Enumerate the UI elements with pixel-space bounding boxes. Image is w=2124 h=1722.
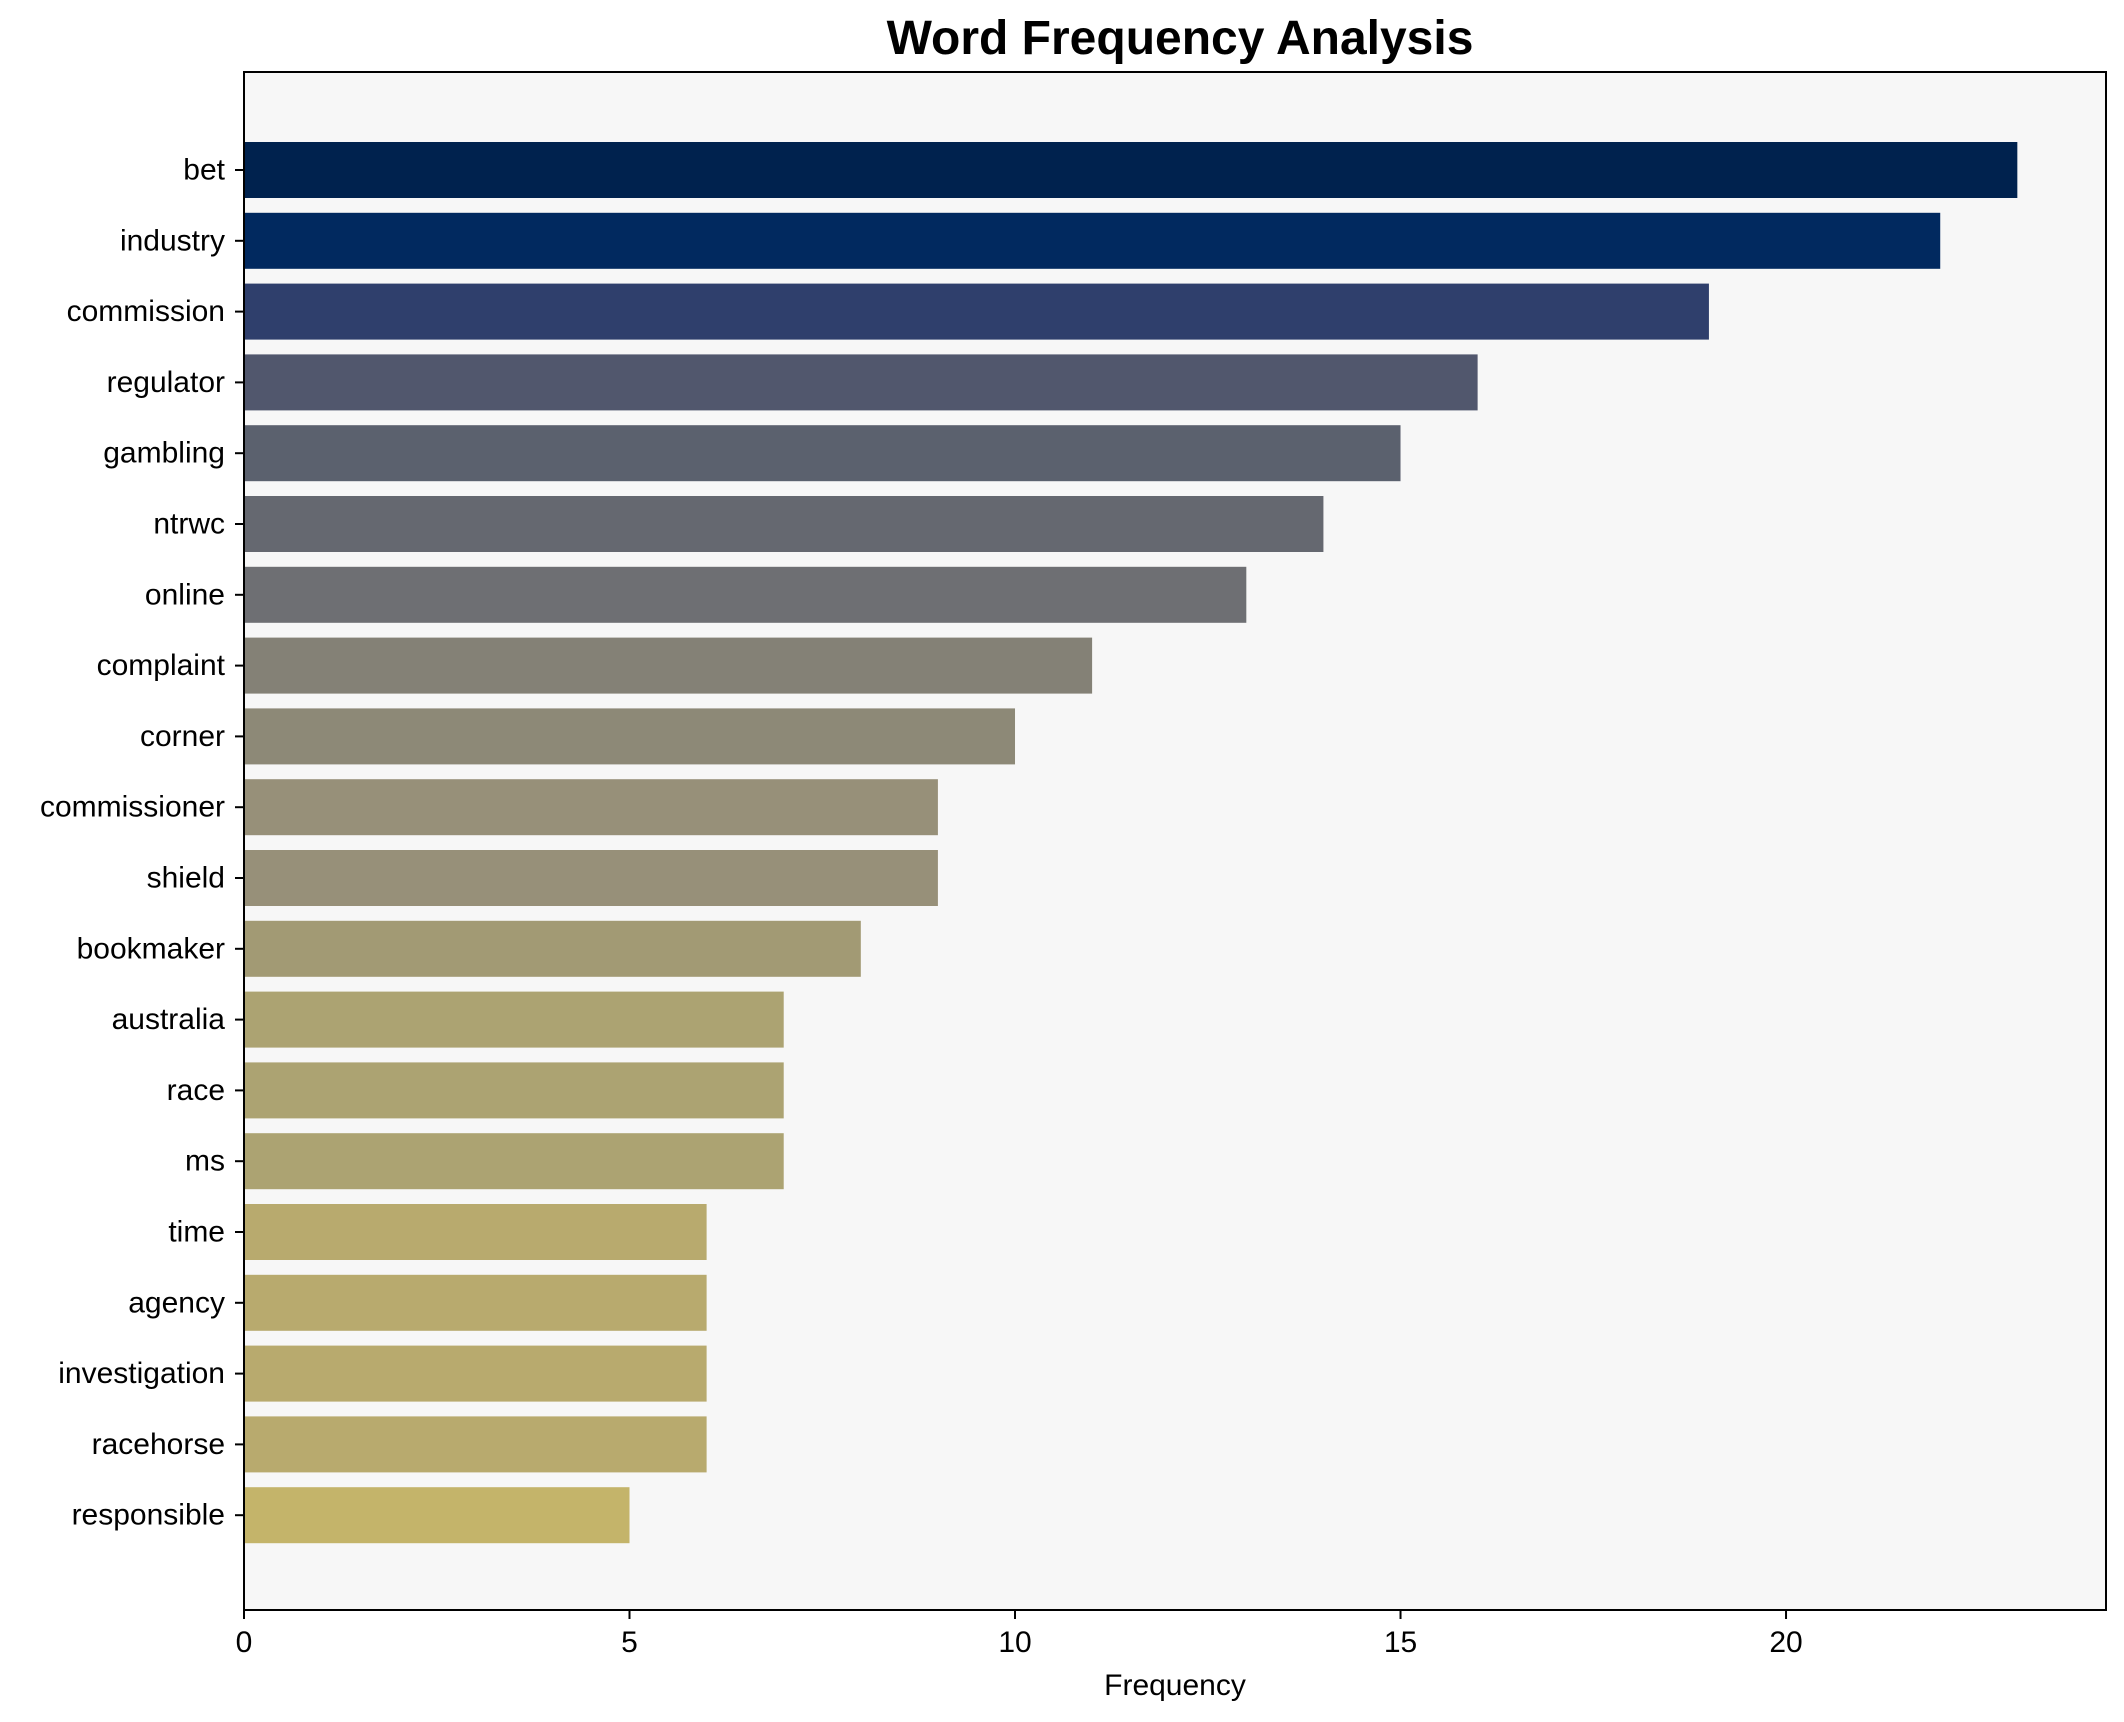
chart-title: Word Frequency Analysis [887, 12, 1474, 65]
y-tick-label: commission [67, 295, 225, 328]
bar-regulator [244, 354, 1478, 411]
bar-commissioner [244, 779, 938, 836]
bar-bookmaker [244, 920, 861, 977]
bar-ntrwc [244, 496, 1324, 552]
y-tick-label: bookmaker [77, 932, 225, 965]
bar-bet [244, 142, 2018, 198]
bars-group [244, 142, 2018, 1544]
x-axis-ticks: 0 5 10 15 20 [236, 1610, 1803, 1659]
bar-commission [244, 283, 1709, 340]
y-tick-label: corner [140, 720, 225, 753]
y-tick-label: australia [112, 1003, 226, 1036]
bar-shield [244, 850, 938, 906]
y-tick-label: commissioner [40, 791, 225, 824]
y-tick-label: time [168, 1216, 225, 1249]
y-tick-label: complaint [97, 649, 226, 682]
y-tick-label: race [167, 1074, 225, 1107]
plot-frame [243, 71, 2107, 1611]
y-tick-label: gambling [103, 437, 225, 470]
bar-ms [244, 1133, 784, 1190]
bar-online [244, 566, 1247, 623]
y-tick-label: ntrwc [153, 508, 225, 541]
x-tick-label: 5 [621, 1626, 638, 1659]
bar-corner [244, 708, 1016, 765]
bar-responsible [244, 1487, 630, 1544]
bar-investigation [244, 1345, 707, 1402]
bar-time [244, 1204, 707, 1260]
y-tick-label: investigation [58, 1357, 225, 1390]
y-tick-label: online [145, 578, 225, 611]
bar-racehorse [244, 1416, 707, 1473]
y-tick-label: racehorse [92, 1428, 225, 1461]
bar-complaint [244, 637, 1093, 694]
y-tick-label: agency [128, 1286, 225, 1319]
y-tick-label: shield [147, 862, 225, 895]
bar-agency [244, 1274, 707, 1331]
y-tick-label: industry [120, 224, 225, 257]
x-tick-label: 15 [1384, 1626, 1417, 1659]
x-tick-label: 10 [998, 1626, 1031, 1659]
bar-australia [244, 991, 784, 1048]
bar-industry [244, 212, 1941, 269]
y-tick-label: responsible [72, 1499, 225, 1532]
y-axis-ticks: bet industry commission regulator gambling nt… [40, 154, 244, 1532]
y-tick-label: bet [183, 154, 225, 187]
x-tick-label: 20 [1769, 1626, 1802, 1659]
x-axis-label: Frequency [1104, 1669, 1246, 1702]
bar-gambling [244, 425, 1401, 482]
x-tick-label: 0 [236, 1626, 253, 1659]
y-tick-label: regulator [107, 366, 225, 399]
y-tick-label: ms [185, 1145, 225, 1178]
bar-race [244, 1062, 784, 1119]
